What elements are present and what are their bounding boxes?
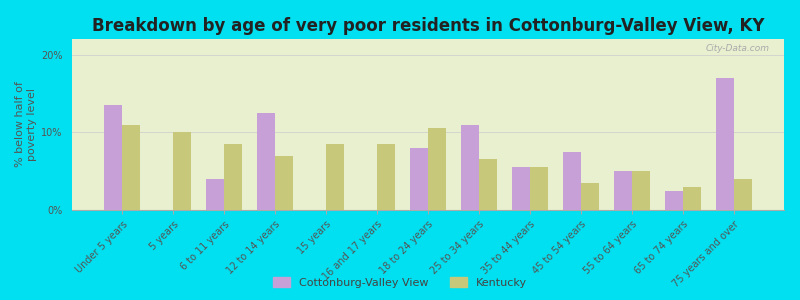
Bar [581, 183, 598, 210]
Bar [479, 160, 497, 210]
Bar [410, 148, 428, 210]
Bar [275, 156, 293, 210]
Bar [716, 78, 734, 210]
Legend: Cottonburg-Valley View, Kentucky: Cottonburg-Valley View, Kentucky [270, 274, 530, 291]
Title: Breakdown by age of very poor residents in Cottonburg-Valley View, KY: Breakdown by age of very poor residents … [92, 17, 764, 35]
Bar [665, 190, 683, 210]
Bar [258, 113, 275, 210]
Bar [428, 128, 446, 210]
Bar [377, 144, 395, 210]
Bar [461, 124, 479, 210]
Bar [614, 171, 632, 210]
Bar [683, 187, 701, 210]
Bar [206, 179, 224, 210]
Bar [173, 132, 191, 210]
Bar [326, 144, 344, 210]
Bar [530, 167, 548, 210]
Text: City-Data.com: City-Data.com [706, 44, 770, 53]
Bar [563, 152, 581, 210]
Bar [122, 124, 140, 210]
Bar [734, 179, 752, 210]
Y-axis label: % below half of
poverty level: % below half of poverty level [15, 82, 37, 167]
Bar [632, 171, 650, 210]
Bar [104, 105, 122, 210]
Bar [224, 144, 242, 210]
Bar [512, 167, 530, 210]
